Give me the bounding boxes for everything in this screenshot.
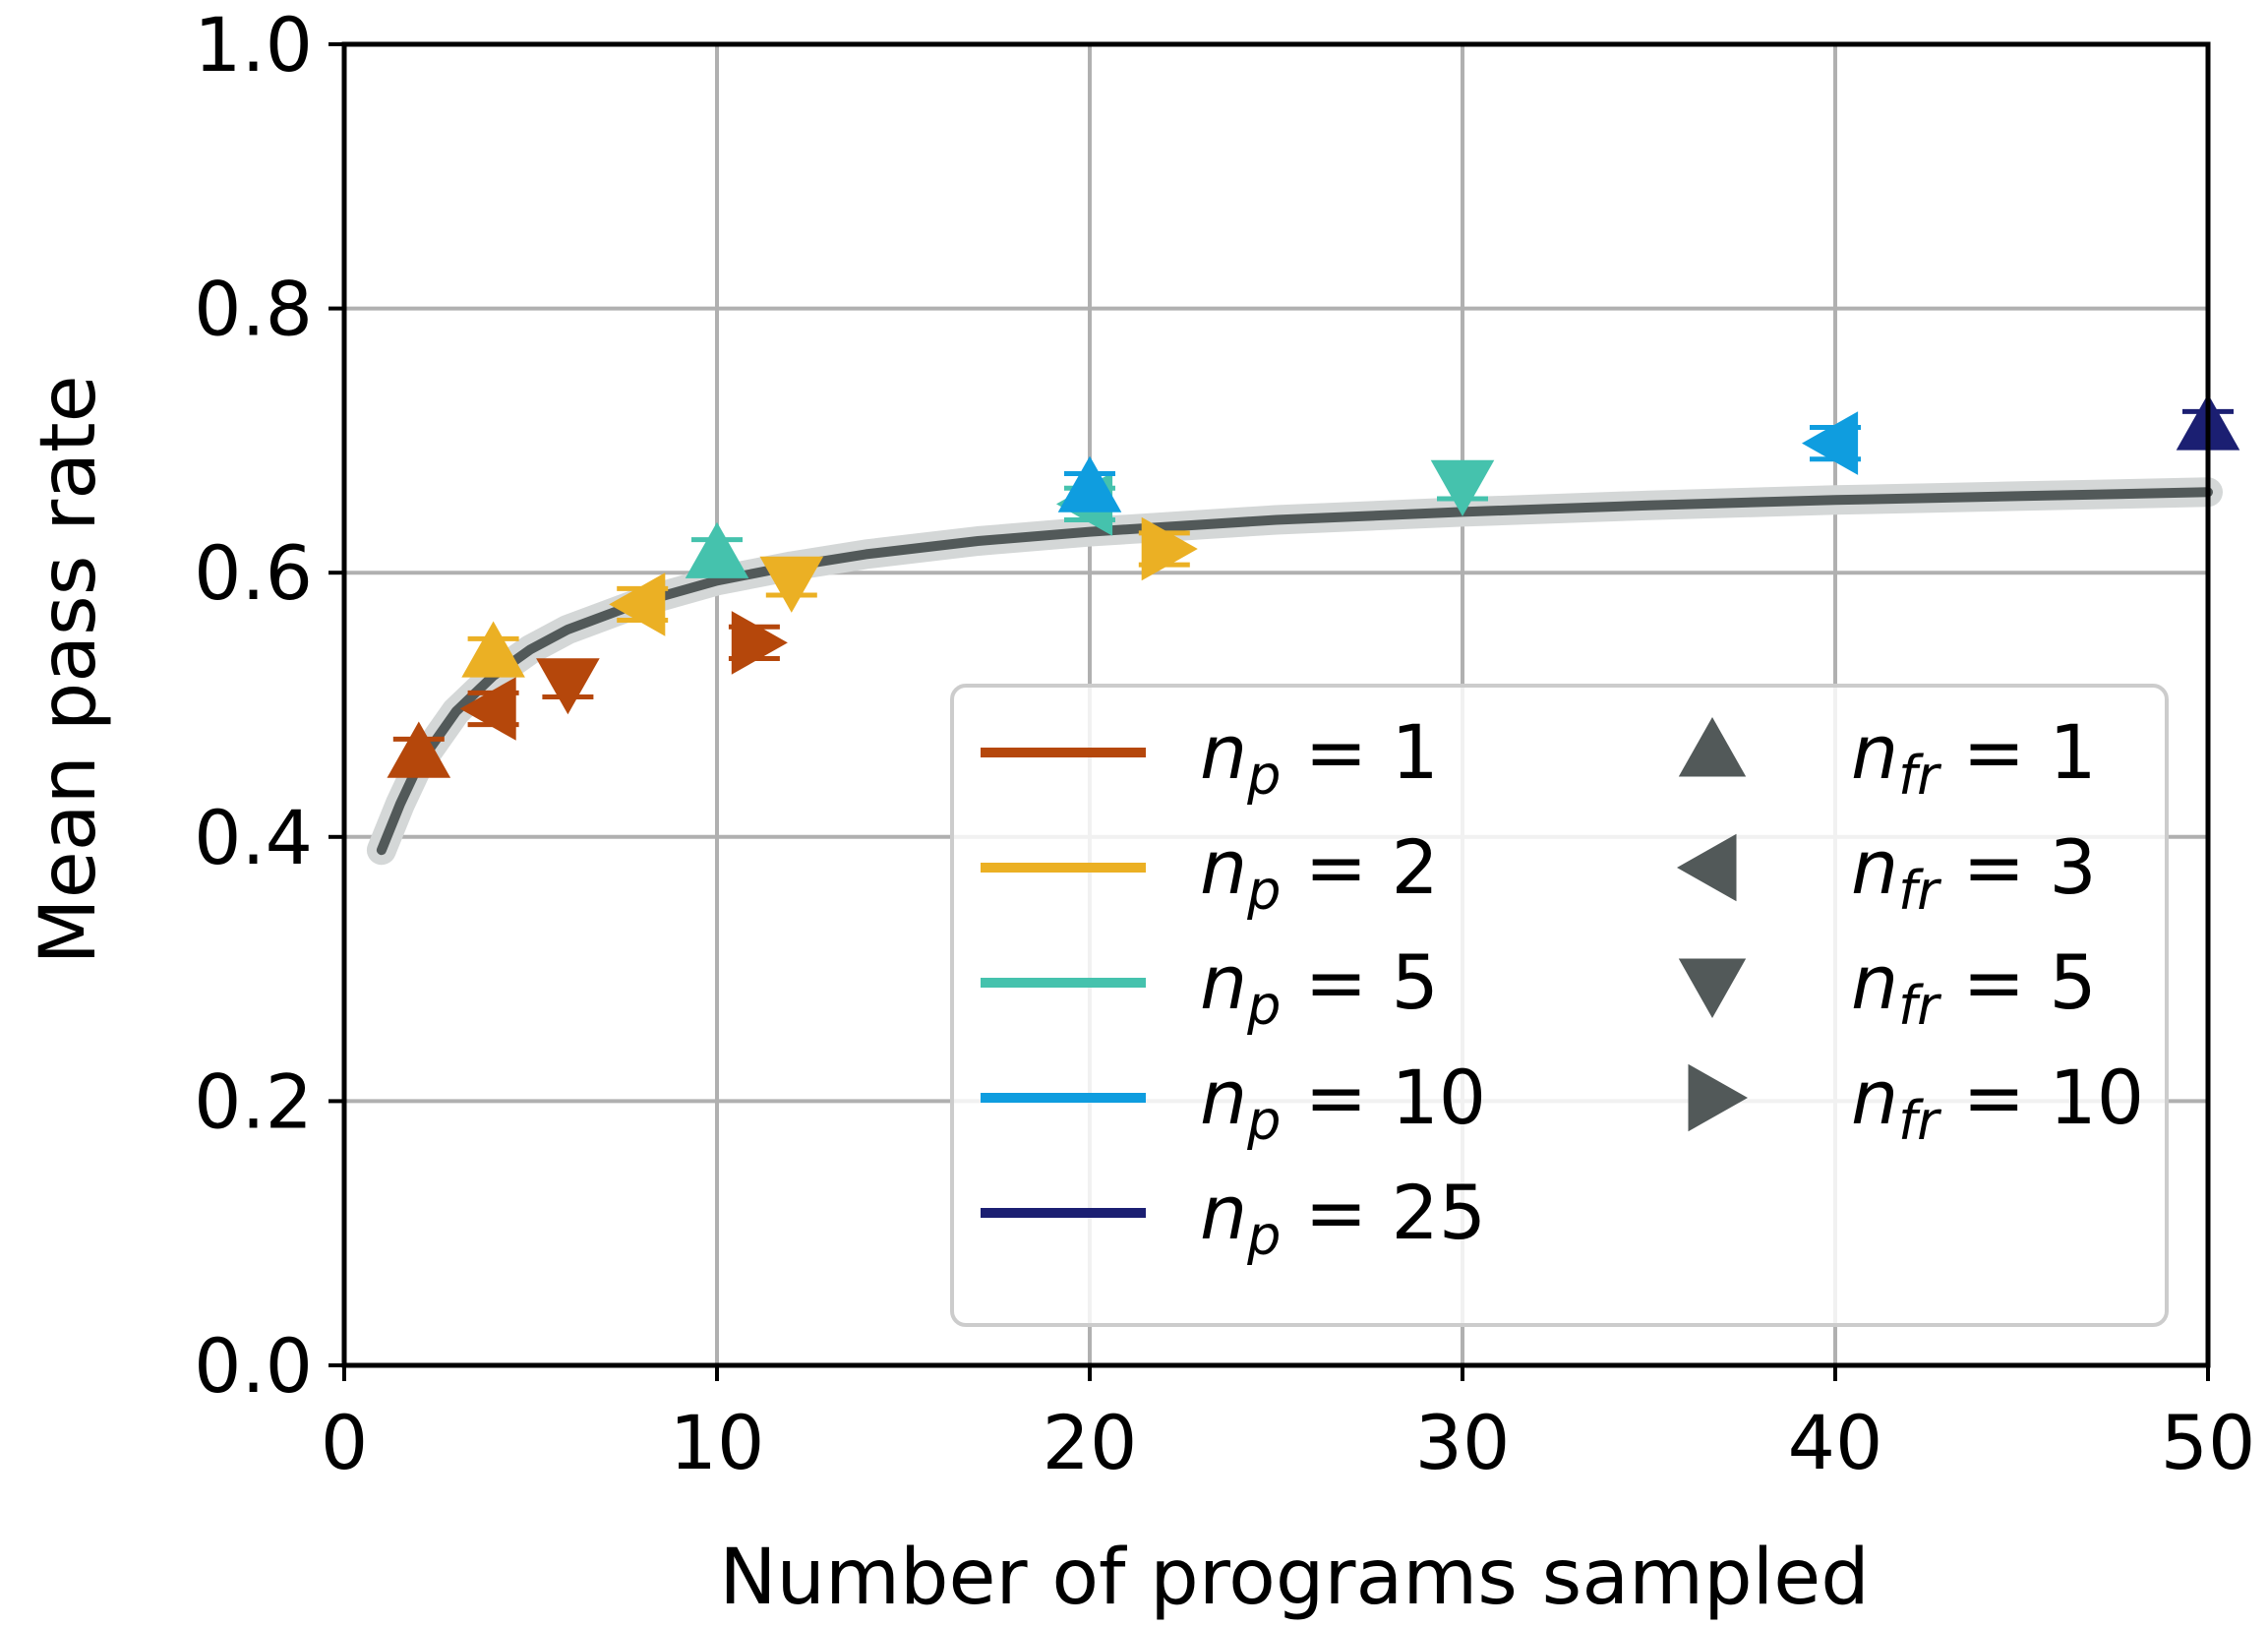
x-tick-label: 10 <box>670 1399 765 1486</box>
x-tick-label: 50 <box>2161 1399 2256 1486</box>
legend-label: nfr = 1 <box>1851 708 2097 807</box>
legend-label: nfr = 5 <box>1851 938 2097 1037</box>
y-tick-label: 0.8 <box>194 266 313 353</box>
y-tick-label: 0.6 <box>194 529 313 617</box>
legend-label: np = 5 <box>1200 938 1439 1037</box>
marker-np5-nfr5 <box>1430 459 1495 516</box>
legend-box <box>950 684 2169 1327</box>
plot-frame <box>341 41 2211 1368</box>
x-tick-label: 40 <box>1788 1399 1883 1486</box>
x-tick-label: 0 <box>321 1399 368 1486</box>
marker-np10-nfr3 <box>1802 411 1859 475</box>
marker-np10-nfr1 <box>1057 455 1122 512</box>
y-tick-label: 0.4 <box>194 794 313 881</box>
x-tick-label: 20 <box>1043 1399 1138 1486</box>
marker-np1-nfr1 <box>387 721 451 778</box>
y-tick-label: 0.0 <box>194 1322 313 1410</box>
legend-marker-nfr3 <box>1677 833 1737 902</box>
legend-label: np = 2 <box>1200 823 1439 922</box>
marker-np1-nfr3 <box>459 677 516 741</box>
y-tick-label: 0.2 <box>194 1057 313 1145</box>
marker-np1-nfr5 <box>536 658 600 715</box>
marker-np2-nfr10 <box>1141 516 1198 581</box>
legend-label: np = 25 <box>1200 1169 1486 1267</box>
legend-label: np = 1 <box>1200 708 1439 807</box>
legend: np = 1 np = 2 np = 5 np = 10 np = 25 nfr = 1 n… <box>950 684 2169 1327</box>
legend-marker-nfr1 <box>1678 717 1747 777</box>
legend-label: nfr = 3 <box>1851 823 2097 922</box>
y-tick-label: 1.0 <box>194 1 313 89</box>
marker-np2-nfr3 <box>609 572 666 636</box>
y-axis-label: Mean pass rate <box>25 375 113 964</box>
legend-label: nfr = 10 <box>1851 1054 2144 1152</box>
marker-np2-nfr5 <box>759 556 824 613</box>
legend-label: np = 10 <box>1200 1054 1486 1152</box>
legend-marker-nfr5 <box>1678 958 1747 1018</box>
marker-np5-nfr1 <box>685 521 749 578</box>
legend-marker-nfr10 <box>1688 1063 1748 1132</box>
x-tick-label: 30 <box>1415 1399 1511 1486</box>
x-axis-label: Number of programs sampled <box>719 1534 1870 1622</box>
marker-np2-nfr1 <box>461 621 525 678</box>
marker-np1-nfr10 <box>731 611 788 675</box>
data-markers <box>387 393 2240 778</box>
x-axis-ticks: 0 10 20 30 40 50 <box>321 1365 2256 1486</box>
y-axis-ticks: 0.0 0.2 0.4 0.6 0.8 1.0 <box>194 1 344 1410</box>
